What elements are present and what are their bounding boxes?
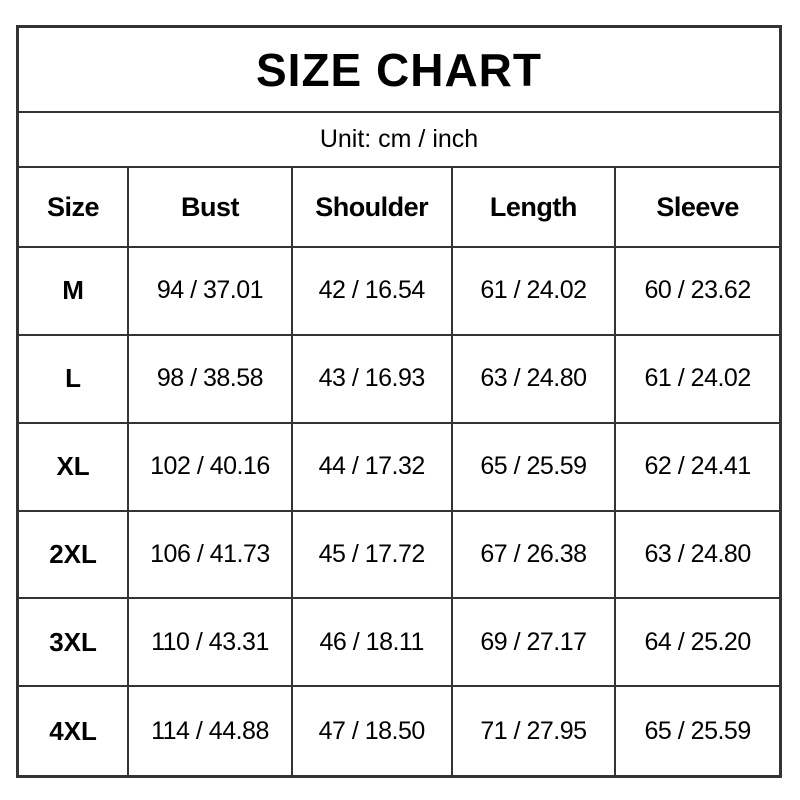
size-label-4xl: 4XL xyxy=(19,687,130,775)
shoulder-value-3xl: 46 / 18.11 xyxy=(292,599,453,688)
column-header-size: Size xyxy=(19,168,130,248)
length-value-m: 61 / 24.02 xyxy=(452,248,617,336)
bust-value-4xl: 114 / 44.88 xyxy=(129,687,293,775)
column-header-shoulder: Shoulder xyxy=(292,168,453,248)
column-header-sleeve: Sleeve xyxy=(616,168,779,248)
size-label-xl: XL xyxy=(19,423,130,512)
bust-value-l: 98 / 38.58 xyxy=(129,335,293,424)
sleeve-value-l: 61 / 24.02 xyxy=(616,336,779,424)
length-value-3xl: 69 / 27.17 xyxy=(452,599,617,688)
bust-value-m: 94 / 37.01 xyxy=(129,248,293,336)
sleeve-value-xl: 62 / 24.41 xyxy=(616,424,779,512)
column-header-length: Length xyxy=(452,168,617,248)
shoulder-value-4xl: 47 / 18.50 xyxy=(293,687,453,775)
length-value-4xl: 71 / 27.95 xyxy=(453,687,617,775)
size-label-3xl: 3XL xyxy=(19,599,130,688)
page-title: SIZE CHART xyxy=(19,28,779,113)
size-label-l: L xyxy=(19,335,130,424)
shoulder-value-m: 42 / 16.54 xyxy=(292,248,453,336)
bust-value-2xl: 106 / 41.73 xyxy=(129,511,293,600)
sleeve-value-3xl: 64 / 25.20 xyxy=(616,599,779,688)
shoulder-value-xl: 44 / 17.32 xyxy=(292,423,453,512)
shoulder-value-2xl: 45 / 17.72 xyxy=(292,511,453,600)
sleeve-value-m: 60 / 23.62 xyxy=(616,248,779,336)
sleeve-value-2xl: 63 / 24.80 xyxy=(616,512,779,600)
shoulder-value-l: 43 / 16.93 xyxy=(292,335,453,424)
size-chart-table: SIZE CHART Unit: cm / inch Size Bust Sho… xyxy=(16,25,782,778)
column-header-bust: Bust xyxy=(129,168,293,248)
size-label-m: M xyxy=(19,248,130,336)
bust-value-xl: 102 / 40.16 xyxy=(129,423,293,512)
length-value-l: 63 / 24.80 xyxy=(452,335,617,424)
bust-value-3xl: 110 / 43.31 xyxy=(129,599,293,688)
size-label-2xl: 2XL xyxy=(19,511,130,600)
unit-label: Unit: cm / inch xyxy=(19,113,779,168)
length-value-xl: 65 / 25.59 xyxy=(452,423,617,512)
sleeve-value-4xl: 65 / 25.59 xyxy=(644,716,752,745)
length-value-2xl: 67 / 26.38 xyxy=(452,511,617,600)
